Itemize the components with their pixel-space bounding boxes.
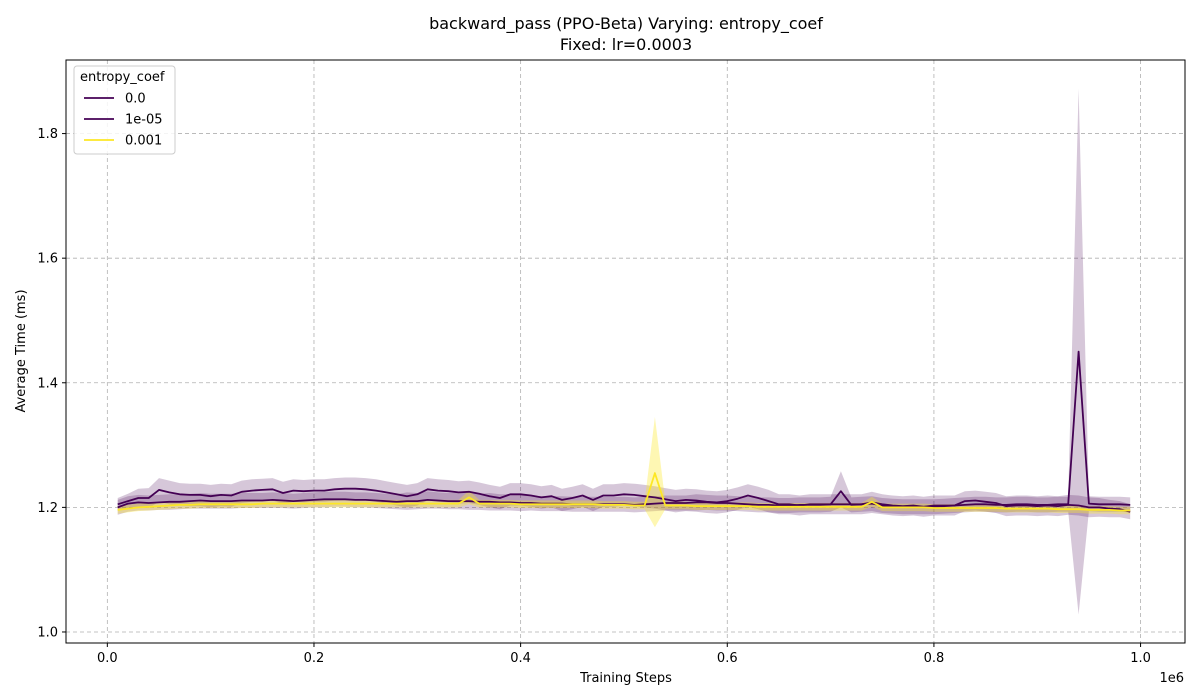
legend-box — [73, 65, 176, 155]
y-axis-ticks: 1.0 1.2 1.4 1.6 1.8 — [37, 127, 66, 640]
legend-label: 0.0 — [125, 92, 146, 107]
y-tick-label: 1.4 — [37, 376, 58, 391]
y-axis-label: Average Time (ms) — [14, 289, 29, 412]
series-lines — [117, 350, 1131, 513]
y-tick-label: 1.2 — [37, 501, 58, 516]
series-line-2 — [117, 472, 1131, 512]
series-line-1 — [117, 487, 1131, 513]
legend-label: 0.001 — [125, 134, 162, 149]
legend: entropy_coef 0.0 1e-05 0.001 — [73, 65, 176, 155]
x-tick-label: 0.8 — [924, 651, 945, 666]
x-axis-ticks: 0.0 0.2 0.4 0.6 0.8 1.0 — [97, 643, 1151, 666]
y-tick-label: 1.8 — [37, 127, 58, 142]
x-axis-label: Training Steps — [579, 671, 672, 686]
legend-items: 0.0 1e-05 0.001 — [84, 92, 163, 149]
y-tick-label: 1.6 — [37, 252, 58, 267]
x-tick-label: 0.4 — [510, 651, 531, 666]
legend-title: entropy_coef — [80, 70, 165, 85]
series-band-0 — [117, 88, 1131, 615]
series-band-1 — [117, 477, 1131, 520]
x-tick-label: 1.0 — [1130, 651, 1151, 666]
chart-title: backward_pass (PPO-Beta) Varying: entrop… — [429, 14, 823, 34]
plot-frame — [65, 59, 1186, 644]
y-tick-label: 1.0 — [37, 625, 58, 640]
x-tick-label: 0.6 — [717, 651, 738, 666]
chart-subtitle: Fixed: lr=0.0003 — [560, 35, 692, 54]
x-tick-label: 0.2 — [304, 651, 325, 666]
x-axis-offset-label: 1e6 — [1159, 671, 1184, 686]
legend-label: 1e-05 — [125, 113, 163, 128]
x-tick-label: 0.0 — [97, 651, 118, 666]
